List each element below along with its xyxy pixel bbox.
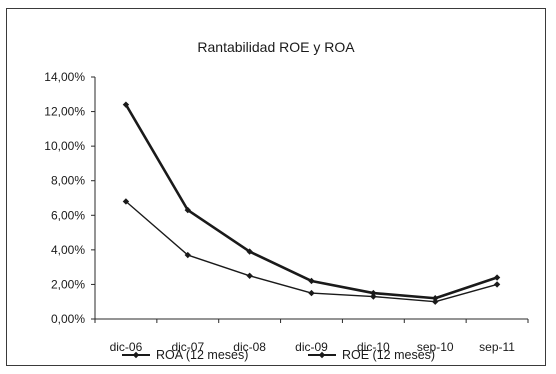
legend-label: ROA (12 meses) <box>156 348 248 362</box>
y-tick-label: 12,00% <box>44 105 85 119</box>
data-point <box>246 272 253 279</box>
x-tick-label: dic-06 <box>110 340 143 354</box>
y-tick-label: 8,00% <box>51 174 85 188</box>
legend-label: ROE (12 meses) <box>342 348 435 362</box>
y-tick-label: 14,00% <box>44 70 85 84</box>
series-line <box>124 103 498 300</box>
data-point <box>432 295 439 302</box>
data-point <box>184 206 191 214</box>
data-point <box>370 289 377 297</box>
chart-border <box>6 8 546 366</box>
x-tick-label: sep-10 <box>417 340 454 354</box>
series-line <box>125 200 498 303</box>
data-point <box>122 101 130 108</box>
data-point <box>493 274 501 281</box>
data-point <box>246 248 253 255</box>
axes: 0,00% 2,00% 4,00% 6,00% 8,00% 10,00% 12,00% 14,… <box>44 70 529 354</box>
data-point <box>184 251 191 259</box>
data-point <box>370 293 377 300</box>
data-point <box>432 298 439 305</box>
data-point <box>493 281 501 288</box>
x-tick-label: dic-10 <box>357 340 390 354</box>
y-tick-label: 4,00% <box>51 243 85 257</box>
data-point <box>308 277 315 285</box>
data-point <box>122 198 130 205</box>
legend: ROA (12 meses) ROE (12 meses) <box>122 348 435 362</box>
chart-title: Rantabilidad ROE y ROA <box>197 39 355 55</box>
legend-marker <box>132 351 140 359</box>
y-tick-label: 10,00% <box>44 139 85 153</box>
x-tick-label: sep-11 <box>479 340 515 354</box>
y-tick-label: 2,00% <box>51 277 85 291</box>
y-tick-label: 0,00% <box>51 312 85 326</box>
series-layer <box>122 101 501 305</box>
x-tick-label: dic-08 <box>233 340 266 354</box>
y-tick-label: 6,00% <box>51 208 85 222</box>
data-point <box>308 289 315 297</box>
x-tick-label: dic-09 <box>295 340 328 354</box>
legend-marker <box>318 351 326 359</box>
x-tick-label: dic-07 <box>171 340 204 354</box>
